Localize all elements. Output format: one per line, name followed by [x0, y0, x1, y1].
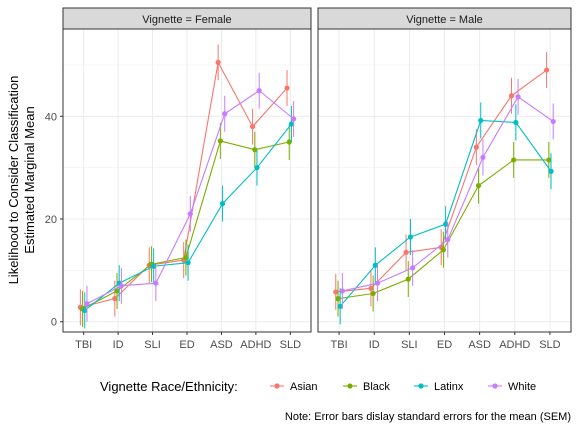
- panel-1: Vignette = Male TBI ID SLI ED ASD ADHD SLD: [317, 7, 572, 351]
- data-point: [222, 111, 228, 117]
- panel-0: Vignette = Female TBI ID SLI ED ASD ADHD SLD: [62, 7, 312, 351]
- data-point: [256, 88, 262, 94]
- data-point: [254, 165, 260, 171]
- legend-key-point: [274, 383, 280, 389]
- data-point: [546, 157, 552, 163]
- y-tick-label: 20: [45, 214, 57, 226]
- data-point: [151, 263, 157, 269]
- data-point: [284, 85, 290, 91]
- data-point: [185, 260, 191, 266]
- legend-entry-asian: Asian: [270, 381, 318, 393]
- data-point: [544, 67, 550, 73]
- data-point: [407, 234, 414, 240]
- data-point: [480, 154, 486, 160]
- data-point: [335, 296, 341, 302]
- y-tick-label: 0: [51, 317, 57, 329]
- series-latinx: [337, 102, 554, 325]
- x-tick-label: SLD: [539, 339, 560, 351]
- legend-label: Black: [363, 381, 390, 393]
- data-point: [508, 93, 515, 99]
- data-point: [513, 119, 519, 126]
- y-tick-label: 40: [45, 111, 57, 123]
- data-point: [112, 296, 118, 302]
- data-point: [288, 121, 295, 127]
- legend-label: Latinx: [434, 381, 464, 393]
- data-point: [183, 254, 189, 261]
- x-tick-label: SLI: [144, 339, 161, 351]
- data-point: [473, 144, 479, 150]
- y-axis-title-line-2: Estimated Marginal Mean: [22, 106, 37, 253]
- x-tick-label: ED: [437, 339, 452, 351]
- x-tick-label: ASD: [210, 339, 233, 351]
- data-point: [252, 147, 258, 153]
- series-white: [84, 72, 297, 322]
- data-point: [515, 94, 521, 100]
- series-white: [339, 78, 556, 309]
- legend-label: White: [508, 381, 536, 393]
- legend-key-point: [347, 383, 353, 389]
- data-point: [410, 265, 416, 271]
- data-point: [440, 247, 446, 253]
- x-tick-label: ASD: [468, 339, 491, 351]
- data-point: [445, 236, 451, 243]
- data-point: [153, 280, 159, 286]
- facet-strip-label: Vignette = Male: [406, 14, 483, 26]
- data-point: [548, 168, 554, 174]
- data-point: [118, 283, 125, 289]
- x-tick-label: ADHD: [499, 339, 530, 351]
- legend-entry-white: White: [488, 381, 536, 393]
- series-black: [335, 141, 552, 317]
- data-point: [370, 290, 376, 297]
- data-point: [249, 123, 256, 130]
- data-point: [291, 116, 297, 122]
- data-point: [478, 117, 484, 124]
- data-point: [219, 201, 226, 207]
- data-point: [114, 288, 120, 294]
- data-point: [374, 280, 381, 286]
- data-point: [372, 262, 378, 268]
- x-tick-label: TBI: [75, 339, 92, 351]
- x-tick-label: ID: [113, 339, 124, 351]
- data-point: [333, 289, 339, 295]
- data-point: [215, 59, 221, 65]
- footnote: Note: Error bars dislay standard errors …: [285, 411, 571, 423]
- data-point: [217, 138, 223, 144]
- legend-entry-latinx: Latinx: [414, 381, 464, 393]
- facet-strip-label: Vignette = Female: [142, 14, 231, 26]
- x-tick-label: TBI: [331, 339, 348, 351]
- legend-key-point: [418, 383, 424, 389]
- data-point: [405, 276, 411, 282]
- x-tick-label: ID: [369, 339, 380, 351]
- legend-title: Vignette Race/Ethnicity:: [100, 379, 238, 394]
- y-axis-title-line-1: Likelihood to Consider Classification: [6, 76, 21, 285]
- series-black: [79, 122, 292, 327]
- data-point: [84, 301, 90, 307]
- data-point: [550, 118, 556, 125]
- x-tick-label: SLD: [280, 339, 301, 351]
- data-point: [337, 303, 343, 309]
- data-point: [403, 249, 409, 255]
- legend-entry-black: Black: [343, 381, 390, 393]
- data-point: [368, 285, 374, 291]
- x-tick-label: ADHD: [240, 339, 271, 351]
- data-point: [82, 307, 88, 314]
- data-point: [511, 157, 517, 163]
- data-point: [286, 139, 292, 145]
- data-point: [475, 183, 482, 189]
- x-tick-label: ED: [179, 339, 194, 351]
- data-point: [187, 211, 193, 217]
- legend-label: Asian: [290, 381, 318, 393]
- data-point: [339, 288, 345, 294]
- data-point: [443, 221, 449, 227]
- series-latinx: [82, 106, 295, 329]
- x-tick-label: SLI: [401, 339, 418, 351]
- legend-key-point: [492, 383, 498, 389]
